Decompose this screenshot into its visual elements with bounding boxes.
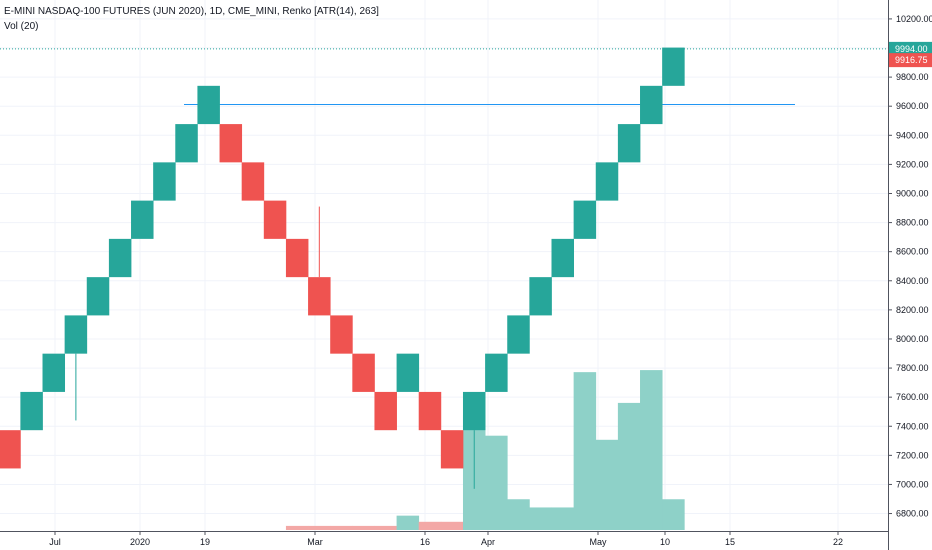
price-tick-label: 9000.00	[896, 188, 929, 198]
renko-brick-down	[374, 391, 397, 431]
renko-brick-up	[42, 353, 66, 392]
last-price-tag: 9994.00	[895, 44, 928, 54]
time-tick-label: 19	[200, 537, 210, 547]
time-axis-bg	[0, 531, 888, 550]
time-tick-label: Mar	[307, 537, 323, 547]
price-tick-label: 9800.00	[896, 72, 929, 82]
price-tick-label: 6800.00	[896, 509, 929, 519]
renko-brick-up	[108, 238, 132, 278]
volume-bar	[573, 372, 597, 530]
volume-bar	[440, 521, 464, 530]
time-tick-label: May	[589, 537, 607, 547]
time-axis[interactable]: Jul 2020 19 Mar 16 Apr May 10 15 22	[0, 531, 888, 550]
price-tick-label: 7800.00	[896, 363, 929, 373]
volume-bar	[617, 402, 641, 530]
volume-bar	[352, 525, 375, 530]
renko-brick-down	[219, 124, 243, 163]
renko-brick-up	[617, 124, 641, 163]
price-tick-label: 9200.00	[896, 159, 929, 169]
renko-brick-up	[640, 85, 663, 125]
volume-bar	[529, 507, 552, 530]
time-tick-label: Jul	[49, 537, 61, 547]
renko-brick-down	[0, 430, 21, 469]
price-tick-label: 9400.00	[896, 130, 929, 140]
last-price-tag-bg	[889, 41, 932, 56]
volume-bar	[595, 439, 619, 530]
volume-bar	[308, 525, 331, 530]
price-tick-label: 10200.00	[896, 14, 932, 24]
renko-brick-down	[263, 200, 287, 239]
volume-bar	[640, 370, 663, 530]
time-tick-label: 22	[833, 537, 843, 547]
renko-brick-up	[551, 238, 574, 278]
volume-bar	[330, 525, 353, 530]
renko-brick-up	[485, 353, 508, 392]
renko-brick-up	[153, 162, 176, 201]
renko-brick-up	[20, 391, 43, 431]
renko-brick-up	[396, 353, 420, 392]
renko-brick-up	[595, 162, 619, 201]
price-tick-label: 8600.00	[896, 247, 929, 257]
renko-brick-down	[308, 277, 331, 316]
renko-brick-up	[573, 200, 597, 239]
volume-bar	[418, 521, 442, 530]
time-tick-label: Apr	[481, 537, 495, 547]
volume-bars	[285, 370, 685, 530]
prev-close-tag-bg	[889, 53, 932, 68]
renko-brick-up	[529, 277, 552, 316]
price-tick-label: 9600.00	[896, 101, 929, 111]
renko-brick-up	[662, 47, 685, 86]
time-tick-label: 2020	[130, 537, 150, 547]
wicks	[75, 206, 475, 489]
price-tick-label: 8400.00	[896, 276, 929, 286]
volume-bar	[285, 525, 309, 530]
renko-brick-down	[285, 238, 309, 278]
renko-brick-up	[64, 315, 88, 354]
price-tick-label: 7600.00	[896, 392, 929, 402]
renko-brick-up	[175, 124, 198, 163]
price-tick-label: 8800.00	[896, 218, 929, 228]
price-tick-label: 8000.00	[896, 334, 929, 344]
renko-bricks	[0, 47, 685, 469]
price-tick-label: 7000.00	[896, 479, 929, 489]
renko-brick-down	[330, 315, 353, 354]
price-tick-label: 8200.00	[896, 305, 929, 315]
renko-brick-up	[86, 277, 110, 316]
price-tick-label: 7400.00	[896, 421, 929, 431]
renko-brick-up	[507, 315, 530, 354]
volume-bar	[396, 515, 420, 530]
volume-bar	[662, 499, 685, 530]
renko-brick-down	[418, 391, 442, 431]
volume-bar	[374, 525, 397, 530]
chart-legend: E-MINI NASDAQ-100 FUTURES (JUN 2020), 1D…	[4, 4, 379, 34]
renko-brick-down	[352, 353, 375, 392]
price-axis-bg	[888, 0, 932, 550]
renko-brick-down	[241, 162, 265, 201]
prev-close-tag: 9916.75	[895, 55, 928, 65]
volume-bar	[507, 499, 530, 530]
renko-brick-up	[462, 391, 486, 431]
volume-bar	[551, 507, 574, 530]
symbol-title[interactable]: E-MINI NASDAQ-100 FUTURES (JUN 2020), 1D…	[4, 6, 379, 17]
price-tick-label: 7200.00	[896, 450, 929, 460]
price-axis[interactable]: 6800.00 7000.00 7200.00 7400.00 7600.00 7800.…	[888, 0, 932, 550]
volume-legend[interactable]: Vol (20)	[4, 21, 39, 32]
renko-brick-up	[197, 85, 220, 125]
renko-brick-down	[440, 430, 464, 469]
time-tick-label: 16	[420, 537, 430, 547]
time-tick-label: 10	[660, 537, 670, 547]
renko-brick-up	[131, 200, 154, 239]
time-tick-label: 15	[725, 537, 735, 547]
volume-bar	[485, 435, 508, 530]
